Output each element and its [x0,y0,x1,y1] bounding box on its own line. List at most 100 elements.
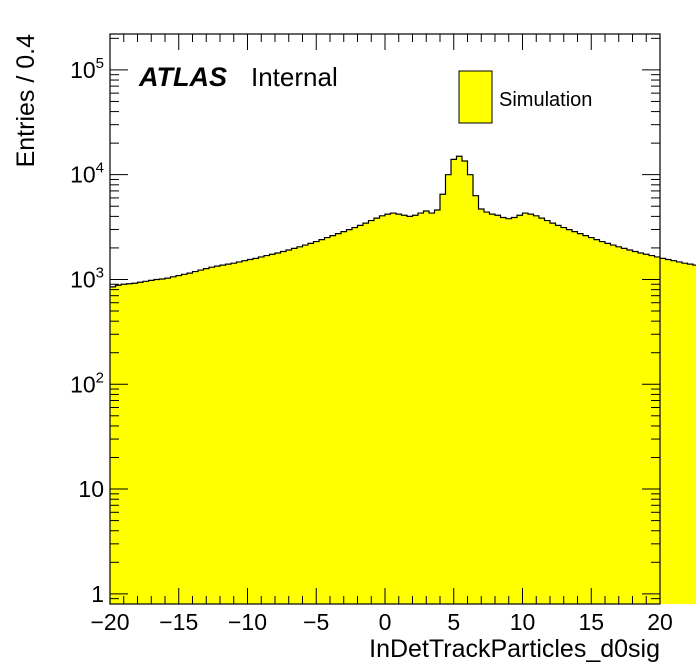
y-tick-label: 102 [70,369,104,397]
histogram-bar [495,215,501,604]
histogram-bar [671,260,677,604]
histogram-bar [401,215,408,604]
histogram-bar [451,159,457,604]
histogram-bar [462,161,468,604]
histogram-bar [599,241,606,604]
x-tick-label: 5 [447,609,460,635]
histogram-bar [643,254,650,605]
histogram-bar [132,283,138,604]
histogram-bar [286,250,292,605]
histogram-bar [456,156,463,604]
histogram-bar [423,211,430,604]
histogram-bar [517,215,523,604]
x-tick-label: 20 [647,609,673,635]
histogram-bar [181,274,188,604]
histogram-bar [654,256,661,604]
histogram-bar [297,246,303,604]
histogram-bar [473,195,479,605]
legend-label: Simulation [499,89,592,111]
x-tick-label: −15 [159,609,198,635]
y-tick-label: 10 [78,476,104,502]
histogram-bar [143,281,149,604]
histogram-bar [291,248,298,604]
histogram-bar [434,210,441,605]
histogram-bar [269,254,276,605]
histogram-bar [253,258,259,604]
histogram-bar [390,213,397,604]
histogram-bar [555,225,562,604]
x-tick-label: −5 [303,609,329,635]
histogram-bar [280,251,287,604]
histogram-bar [121,284,127,604]
histogram-bar [632,251,639,604]
histogram-bar [165,278,171,604]
histogram-bar [341,231,347,604]
histogram-bar [137,282,144,604]
histogram-bar [440,194,446,604]
histogram-bar [676,261,683,604]
histogram-bar [649,255,655,604]
atlas-label: ATLAS [138,62,227,92]
histogram-bar [176,275,182,604]
x-axis-tick-labels: −20 −15 −10 −5 0 5 10 15 20 [90,609,672,635]
histogram-bar [396,214,402,605]
histogram-bar [566,229,573,604]
histogram-bar [533,215,540,604]
histogram-bar [220,265,226,604]
histogram-bar [605,243,611,605]
histogram-bar [148,280,155,604]
histogram-bar [368,220,375,605]
histogram-bar [544,220,551,605]
histogram-bar [616,246,622,604]
histogram-bar [110,286,116,604]
y-tick-label: 104 [70,160,104,188]
histogram-bar [352,227,358,604]
histogram-bar [258,256,265,604]
histogram-bar [264,255,270,604]
histogram-bar [214,266,221,604]
internal-label: Internal [251,62,338,92]
histogram-bar [330,235,336,604]
histogram-bar [302,245,309,604]
histogram-bar [313,241,320,604]
histogram-bar [379,215,386,604]
histogram-bar [572,231,578,604]
histogram-bar [687,264,694,604]
y-tick-label: 103 [70,264,104,292]
histogram-bar [231,263,237,604]
histogram-bar [693,265,696,604]
x-tick-label: 10 [510,609,536,635]
x-tick-label: −20 [90,609,129,635]
histogram-bar [610,245,617,604]
histogram-bar [484,212,490,604]
histogram-bar [308,243,314,605]
histogram-bar [324,237,331,604]
histogram-bar [489,214,496,605]
histogram-bar [539,218,545,604]
histogram-bar [638,252,644,604]
histogram-bar [467,174,474,604]
y-axis-tick-labels: 1 10 102 103 104 105 [70,55,104,607]
histogram-bar [561,227,567,604]
x-axis-ticks [109,34,661,604]
histogram-bar [385,214,391,605]
x-tick-label: −10 [228,609,267,635]
histogram-bar [319,239,325,605]
histogram-bar [170,276,177,604]
histogram-bar [363,223,369,604]
x-tick-label: 0 [379,609,392,635]
histogram-bar [159,279,166,604]
histogram-bar [275,252,281,604]
histogram-bar [478,209,485,605]
histogram-bar [429,213,435,604]
histogram-bar [506,218,512,604]
histogram-bar [247,259,254,604]
histogram-bar [203,268,210,604]
y-axis-ticks [110,37,660,605]
histogram-bar [407,216,413,604]
histogram-bar [374,218,380,604]
x-tick-label: 15 [578,609,604,635]
histogram-bar [346,229,353,604]
histogram-bar [682,263,688,604]
